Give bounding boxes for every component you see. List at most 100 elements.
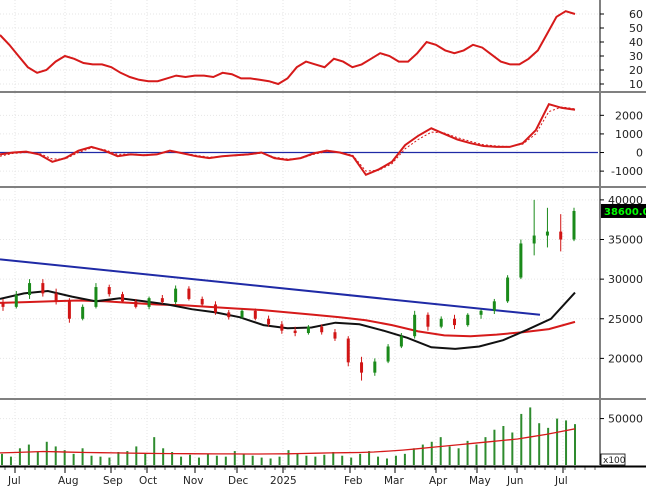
y-tick-label: 0 [636,147,643,160]
candle-body [572,210,576,240]
macd-line [0,103,576,177]
volume-panel: 50000 x100 [0,407,643,466]
x-tick-label: Feb [344,475,363,487]
volume-bar [511,432,514,465]
candle-body [213,304,217,313]
x-tick-label: Jul [7,475,21,487]
candle-body [399,336,403,347]
candle-body [134,301,138,307]
volume-bar [126,451,129,465]
current-price-badge [601,203,646,218]
volume-bar [251,455,254,465]
x-tick-label: May [469,475,491,487]
candle-body [506,277,510,302]
y-tick-label: 40 [629,36,643,49]
second-oscillator-panel: 2000 1000 0 -1000 [0,103,643,178]
candle-body [253,310,257,319]
candle-body [346,338,350,363]
x-tick-label: Dec [228,475,249,487]
candle-body [280,324,284,331]
candle-body [452,318,456,326]
volume-bar [117,452,120,465]
volume-bar [36,452,39,465]
y-tick-label: 2000 [615,109,643,122]
panel-borders [0,0,646,467]
candle-body [200,298,204,305]
candle-body [320,326,324,333]
candle-body [240,310,244,318]
candle-body [67,300,71,319]
volume-unit-label: x100 [603,456,626,466]
y-tick-label: 30000 [608,273,643,286]
volume-average-line [0,428,576,455]
volume-bar [323,454,326,465]
y-tick-label: 20000 [608,352,643,365]
y-tick-label: 20 [629,64,643,77]
candle-body [1,302,5,307]
x-tick-label: Mar [384,475,404,487]
volume-bar [27,444,30,465]
x-tick-label: 2025 [270,475,297,487]
current-price-label: 38600.00 [604,207,646,218]
x-tick-label: Jun [506,475,523,487]
volume-bar [475,444,478,465]
y-tick-label: 50 [629,22,643,35]
candle-body [267,318,271,325]
candle-body [107,287,111,295]
volume-bar [466,440,469,465]
candle-body [94,287,98,307]
volume-bar [153,437,156,465]
volume-bar [412,448,415,465]
candle-body [333,332,337,339]
y-tick-label: 25000 [608,313,643,326]
volume-bar [484,437,487,465]
volume-bar [359,453,362,465]
volume-bar [144,453,147,465]
volume-bar [565,420,568,465]
volume-bar [1,453,3,465]
candle-body [466,314,470,326]
volume-bar [215,455,218,465]
volume-bar [206,453,209,465]
volume-bar [421,444,424,465]
x-tick-label: Apr [429,475,448,487]
volume-bar [180,456,183,465]
trendline [0,258,541,316]
volume-bar [224,456,227,465]
volume-bar [547,427,550,465]
volume-bar [430,441,433,465]
y-tick-label: 60 [629,8,643,21]
y-tick-label: 1000 [615,128,643,141]
volume-bar [574,424,576,465]
y-tick-label: -1000 [611,165,643,178]
candle-body [227,312,231,318]
volume-unit-box [600,453,626,466]
candle-body [492,301,496,311]
volume-bar [538,423,541,465]
candle-body [519,243,523,278]
volume-bar [368,451,371,465]
volume-bar [260,457,263,465]
volume-bar [108,457,111,465]
candle-body [386,346,390,362]
x-axis: Jul Aug Sep Oct Nov Dec 2025 Feb Mar Apr May Jun Jul [0,466,646,487]
candle-body [14,294,18,307]
volume-bar [529,407,532,465]
y-tick-label: 35000 [608,234,643,247]
volume-bar [394,455,397,465]
oscillator-line [0,10,576,86]
volume-bar [18,448,21,465]
candle-body [54,293,58,301]
candle-body [174,288,178,303]
volume-bar [350,457,353,465]
candle-body [373,361,377,373]
volume-bar [197,457,200,465]
volume-bar [278,456,281,465]
volume-bar [9,456,12,465]
volume-bar [162,448,165,465]
candle-body [532,235,536,244]
volume-bar [556,418,559,465]
